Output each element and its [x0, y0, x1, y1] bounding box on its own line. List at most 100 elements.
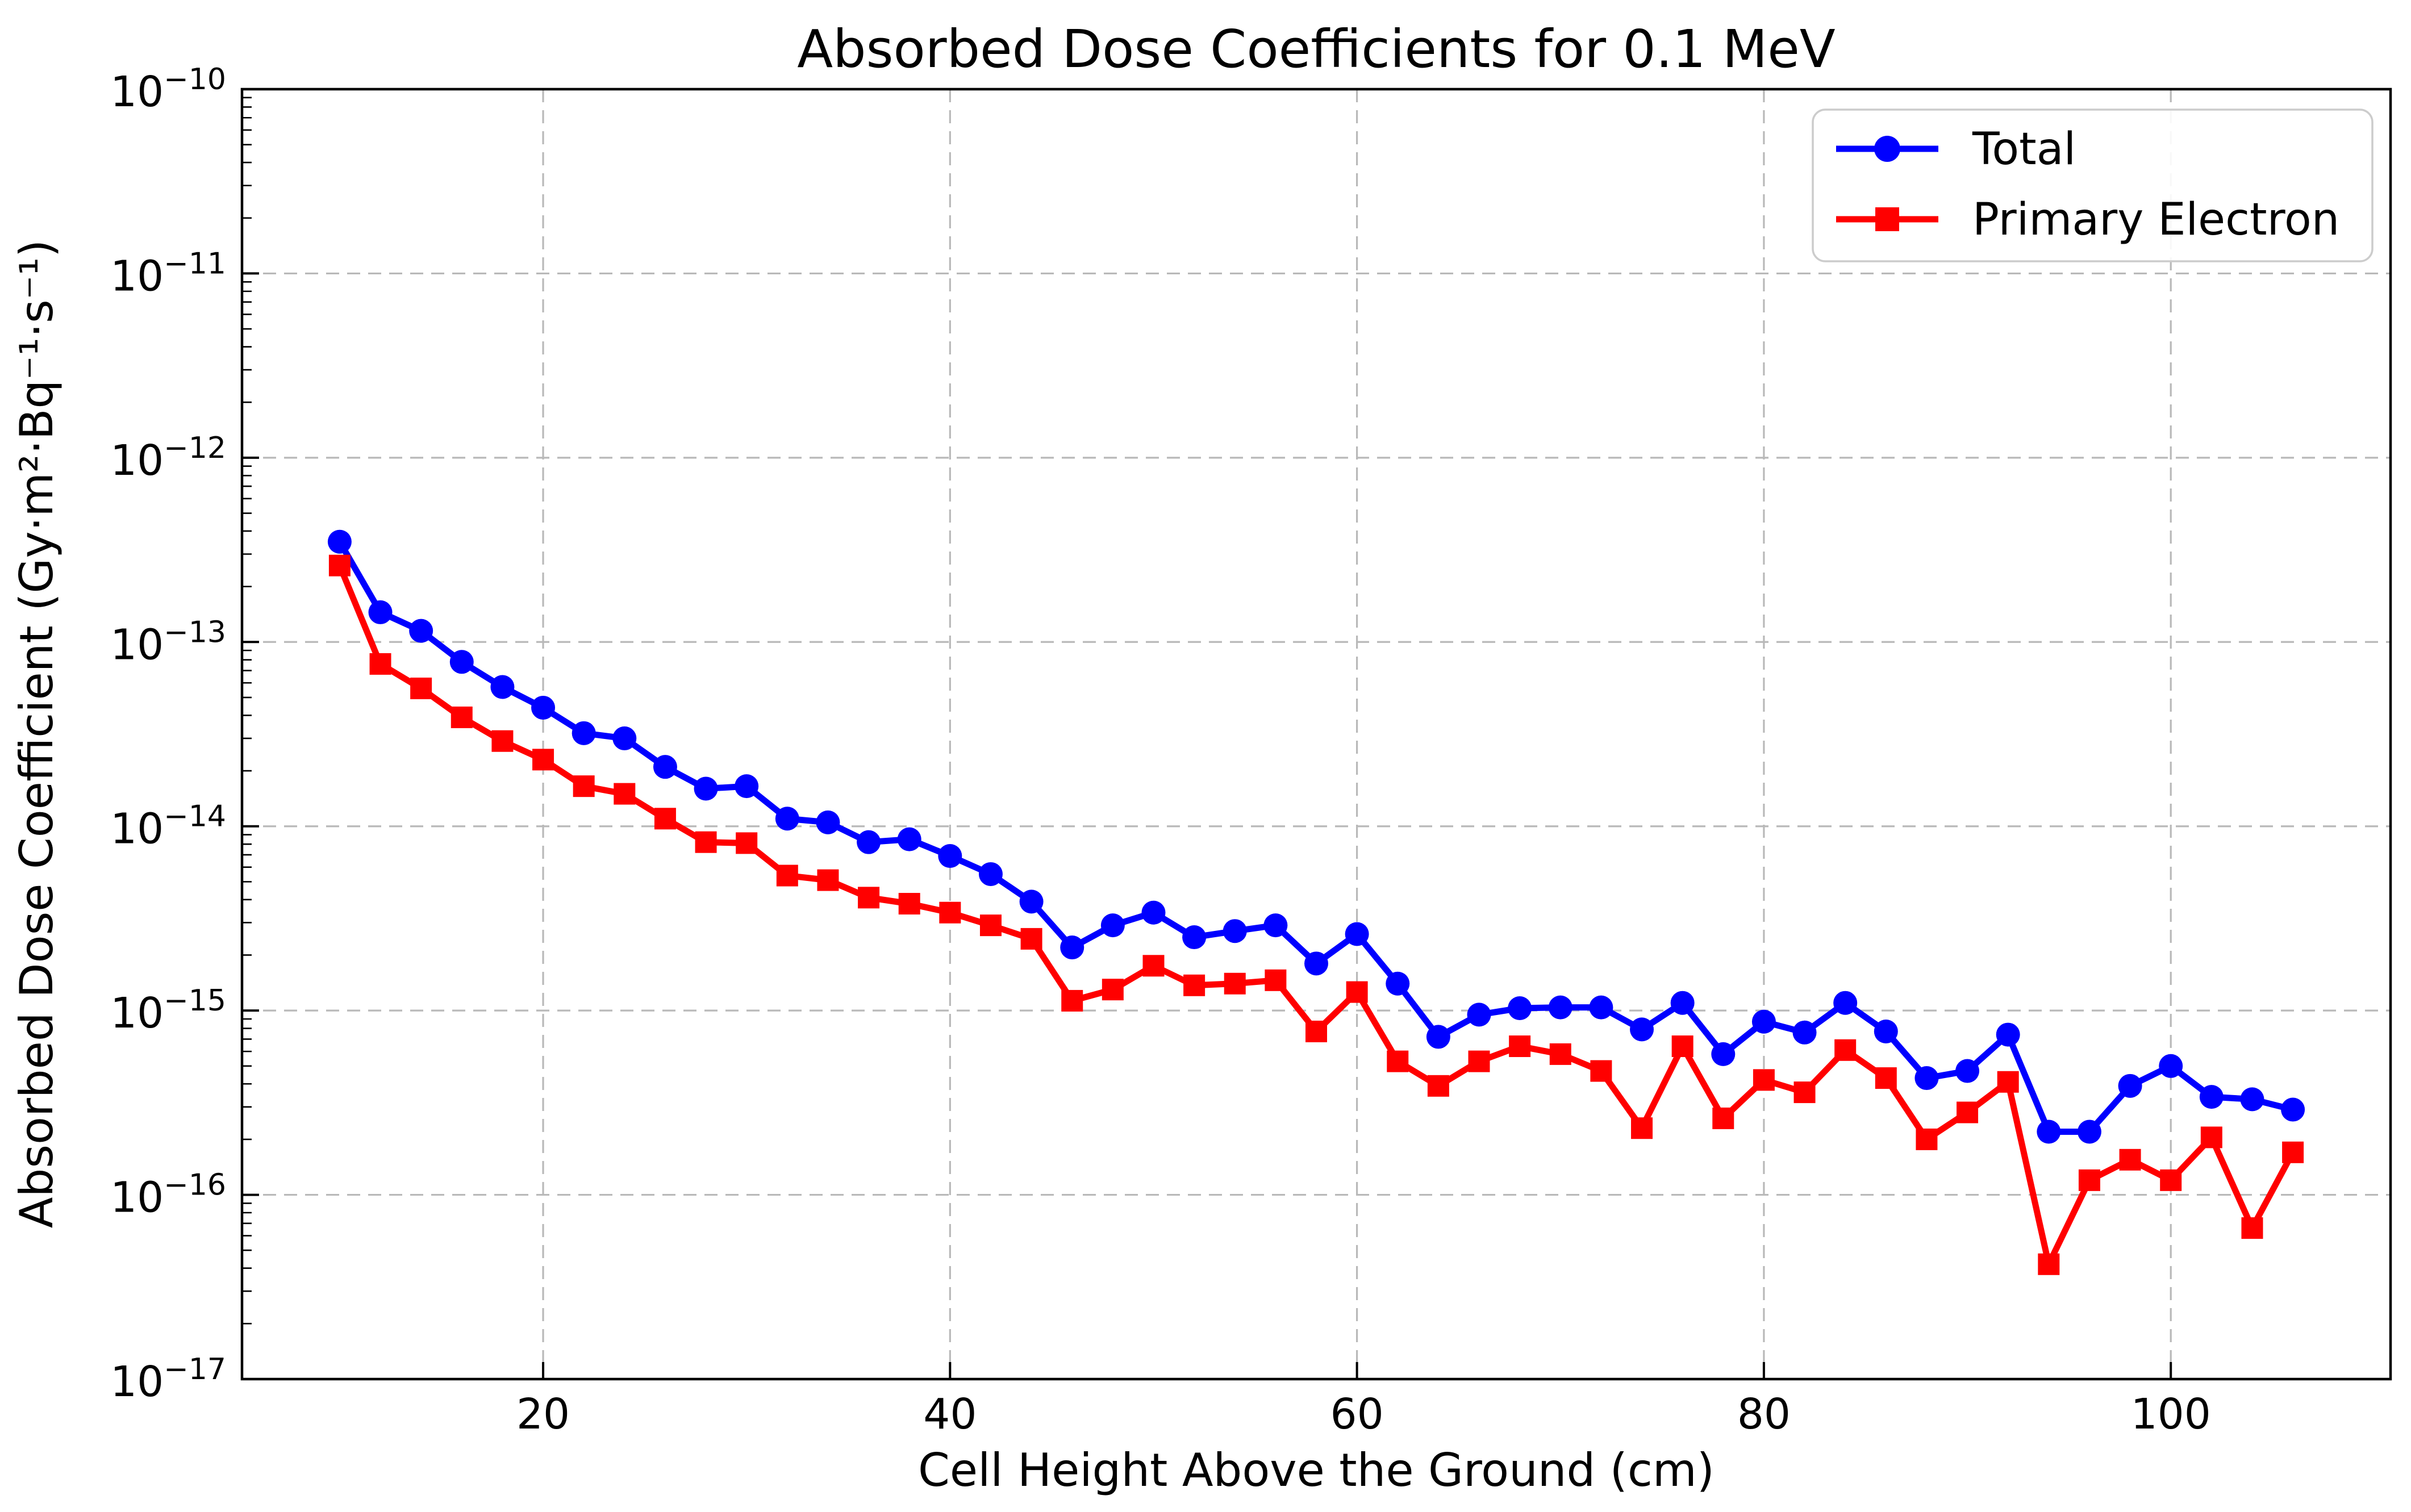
data-point-marker	[1102, 979, 1124, 1001]
data-point-marker	[1020, 928, 1042, 950]
data-point-marker	[1712, 1107, 1734, 1129]
data-point-marker	[451, 706, 473, 728]
data-point-marker	[1751, 1009, 1776, 1034]
data-point-marker	[938, 843, 962, 868]
data-point-marker	[858, 887, 880, 909]
data-point-marker	[2281, 1097, 2305, 1122]
data-point-marker	[1345, 922, 1369, 946]
y-tick-label: 10−13	[110, 615, 226, 669]
data-point-marker	[1792, 1020, 1817, 1045]
x-tick-label: 60	[1330, 1390, 1384, 1439]
data-point-marker	[410, 677, 432, 699]
chart-title: Absorbed Dose Coefficients for 0.1 MeV	[797, 19, 1836, 80]
data-point-marker	[2037, 1120, 2061, 1144]
data-point-marker	[327, 529, 352, 554]
x-tick-label: 40	[923, 1390, 977, 1439]
data-point-marker	[1468, 1050, 1490, 1072]
data-point-marker	[449, 650, 474, 674]
data-point-marker	[1914, 1066, 1939, 1091]
plot-border	[240, 87, 2392, 1381]
data-point-marker	[817, 869, 839, 891]
legend-label: Primary Electron	[1972, 194, 2339, 245]
y-tick-label: 10−14	[110, 800, 226, 854]
y-tick-label: 10−17	[110, 1352, 226, 1406]
data-point-marker	[2077, 1120, 2101, 1144]
data-point-marker	[1589, 995, 1613, 1020]
data-point-marker	[1916, 1128, 1938, 1150]
data-point-marker	[1182, 925, 1207, 950]
data-point-marker	[1263, 913, 1288, 938]
data-point-marker	[776, 864, 798, 887]
y-tick-label: 10−15	[110, 984, 226, 1038]
data-point-marker	[1671, 1035, 1693, 1058]
data-point-marker	[1711, 1042, 1736, 1066]
data-point-marker	[1833, 991, 1858, 1015]
y-tick-label: 10−16	[110, 1168, 226, 1222]
data-point-marker	[775, 807, 799, 831]
data-point-marker	[1224, 972, 1246, 995]
data-point-marker	[1793, 1081, 1816, 1104]
data-point-marker	[1509, 1035, 1531, 1058]
x-tick-label: 80	[1737, 1390, 1791, 1439]
x-tick-label: 20	[516, 1390, 570, 1439]
data-point-marker	[1996, 1022, 2020, 1047]
y-tick-label: 10−12	[110, 431, 226, 485]
data-point-marker	[816, 810, 840, 834]
data-point-marker	[1019, 889, 1044, 914]
data-point-marker	[1874, 1019, 1898, 1043]
series-line-primary-electron	[336, 562, 2296, 1268]
data-point-marker	[978, 862, 1003, 886]
data-point-marker	[2038, 1253, 2060, 1275]
data-point-marker	[532, 749, 554, 771]
data-point-marker	[1386, 971, 1410, 996]
data-point-marker	[369, 653, 391, 675]
data-point-marker	[2200, 1126, 2222, 1148]
data-point-marker	[736, 832, 758, 854]
data-point-marker	[2078, 1169, 2100, 1191]
data-point-marker	[1631, 1117, 1653, 1139]
data-point-marker	[328, 554, 351, 577]
legend-circle-marker-icon	[1874, 136, 1900, 162]
data-point-marker	[572, 721, 596, 745]
data-point-marker	[2241, 1217, 2263, 1239]
data-point-marker	[1427, 1075, 1449, 1097]
data-point-marker	[491, 730, 514, 752]
data-point-marker	[735, 774, 759, 799]
axis-ticks	[242, 88, 2172, 1380]
data-point-marker	[1305, 1020, 1327, 1042]
data-point-marker	[612, 726, 637, 750]
data-point-marker	[1387, 1050, 1409, 1072]
axis-tick-labels: 20 40 60 80 100 10−10 10−11 10−12 10−13 10−14 10−1…	[110, 62, 2211, 1439]
data-point-marker	[409, 619, 433, 643]
x-axis-label: Cell Height Above the Ground (cm)	[918, 1444, 1715, 1497]
data-point-marker	[2118, 1074, 2142, 1098]
data-point-marker	[1670, 991, 1695, 1015]
legend-box	[1812, 108, 2374, 262]
data-point-marker	[1548, 995, 1572, 1020]
data-point-marker	[1060, 935, 1084, 960]
data-point-marker	[2282, 1141, 2304, 1163]
data-point-marker	[939, 901, 961, 924]
y-tick-label: 10−11	[110, 247, 226, 300]
data-point-marker	[1834, 1039, 1857, 1061]
data-point-marker	[1590, 1060, 1612, 1082]
data-point-marker	[1753, 1069, 1775, 1091]
legend-square-marker-icon	[1875, 207, 1899, 231]
data-point-marker	[1142, 955, 1165, 977]
data-point-marker	[1100, 913, 1125, 938]
data-point-marker	[531, 695, 556, 720]
data-point-marker	[1061, 989, 1083, 1012]
data-point-marker	[573, 775, 595, 797]
data-point-marker	[1875, 1067, 1897, 1089]
data-point-marker	[898, 893, 920, 915]
data-point-marker	[1141, 900, 1166, 925]
data-point-marker	[1549, 1043, 1571, 1065]
data-point-marker	[1630, 1017, 1654, 1042]
y-axis-label: Absorbed Dose Coefficient (Gy·m²·Bq⁻¹·s⁻…	[10, 240, 63, 1228]
x-tick-label: 100	[2131, 1390, 2211, 1439]
data-point-marker	[1957, 1101, 1979, 1123]
data-point-marker	[2240, 1087, 2264, 1112]
data-series	[327, 529, 2305, 1275]
data-point-marker	[1467, 1003, 1491, 1027]
